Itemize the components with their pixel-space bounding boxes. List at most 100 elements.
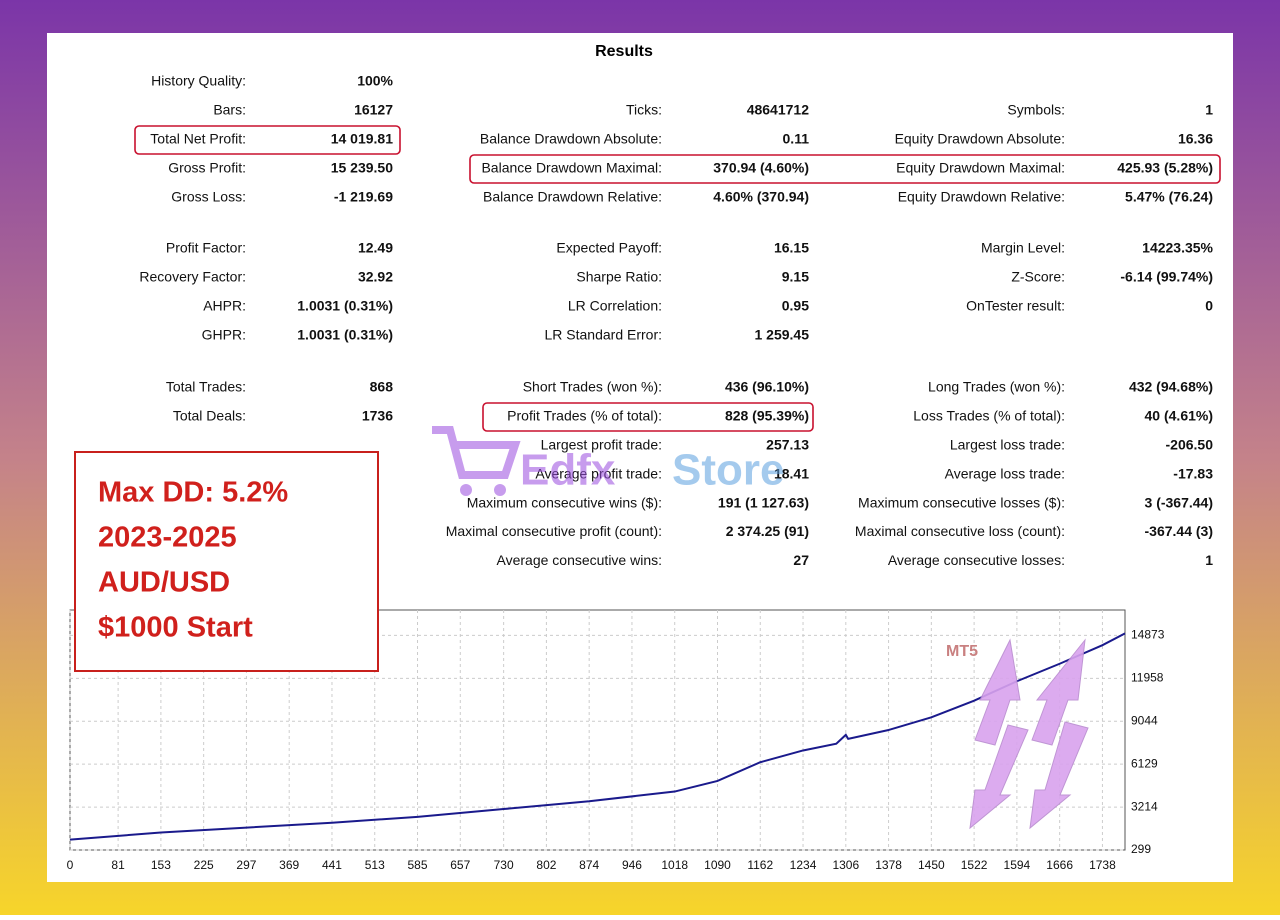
stat-label: Long Trades (won %):: [928, 379, 1065, 395]
stat-value: 100%: [357, 73, 393, 89]
stat-label: Total Deals:: [173, 408, 246, 424]
highlight-box: [482, 402, 814, 432]
platform-label: MT5: [946, 643, 978, 660]
stat-value: 0.11: [783, 131, 810, 147]
stat-value: 432 (94.68%): [1129, 379, 1213, 395]
results-title: Results: [595, 43, 653, 60]
stat-label: Gross Profit:: [168, 159, 246, 175]
stat-value: 1.0031 (0.31%): [297, 326, 393, 342]
stat-value: 32.92: [358, 269, 393, 285]
stat-label: Ticks:: [626, 102, 662, 118]
y-tick-label: 3214: [1131, 799, 1158, 813]
stat-value: 14 019.81: [331, 131, 393, 147]
cart-wheel: [494, 484, 506, 496]
x-tick-label: 297: [236, 858, 256, 872]
x-tick-label: 441: [322, 858, 342, 872]
stat-label: GHPR:: [202, 326, 246, 342]
stat-value: 0.95: [782, 298, 809, 314]
stat-value: -1 219.69: [334, 188, 393, 204]
stat-label: Profit Trades (% of total):: [507, 408, 662, 424]
stat-value: 4.60% (370.94): [713, 188, 809, 204]
stat-label: Profit Factor:: [166, 240, 246, 256]
highlights: [134, 125, 1221, 432]
stat-label: Symbols:: [1007, 102, 1065, 118]
x-tick-label: 1378: [875, 858, 902, 872]
stat-label: Recovery Factor:: [139, 269, 246, 285]
stat-value: 14223.35%: [1142, 240, 1213, 256]
stat-label: LR Standard Error:: [545, 326, 663, 342]
stat-value: 1: [1205, 102, 1213, 118]
stat-label: Maximal consecutive profit (count):: [446, 523, 662, 539]
stat-label: Short Trades (won %):: [523, 379, 662, 395]
stat-value: 1.0031 (0.31%): [297, 298, 393, 314]
stat-value: 257.13: [766, 437, 809, 453]
arrow: [974, 638, 1021, 746]
annotation-box: [74, 451, 379, 672]
stat-label: Gross Loss:: [171, 188, 246, 204]
stat-value: 48641712: [747, 102, 810, 118]
stat-value: 1 259.45: [755, 326, 810, 342]
stat-value: 12.49: [358, 240, 393, 256]
highlight-box: [469, 154, 1221, 184]
annotation-line: $1000 Start: [98, 612, 253, 644]
stat-value: -6.14 (99.74%): [1120, 269, 1213, 285]
x-tick-label: 225: [194, 858, 214, 872]
x-tick-label: 1090: [704, 858, 731, 872]
stat-value: 868: [370, 379, 394, 395]
stat-label: Equity Drawdown Relative:: [898, 188, 1065, 204]
stat-label: Equity Drawdown Maximal:: [896, 159, 1065, 175]
stat-value: -367.44 (3): [1145, 523, 1213, 539]
stat-value: 3 (-367.44): [1145, 494, 1213, 510]
stat-label: Average profit trade:: [535, 465, 662, 481]
annotation-line: AUD/USD: [98, 567, 230, 599]
stat-label: Total Trades:: [166, 379, 246, 395]
stat-value: 5.47% (76.24): [1125, 188, 1213, 204]
y-tick-label: 14873: [1131, 628, 1165, 642]
stat-label: Balance Drawdown Maximal:: [481, 159, 662, 175]
x-tick-label: 1306: [832, 858, 859, 872]
annotation-line: Max DD: 5.2%: [98, 477, 288, 509]
stat-value: 40 (4.61%): [1145, 408, 1213, 424]
stat-label: Maximum consecutive losses ($):: [858, 494, 1065, 510]
stat-value: 425.93 (5.28%): [1117, 159, 1213, 175]
annotation-line: 2023-2025: [98, 522, 237, 554]
stat-value: -17.83: [1173, 465, 1213, 481]
stat-value: 16.36: [1178, 131, 1213, 147]
y-tick-label: 299: [1131, 842, 1151, 856]
stat-value: 18.41: [774, 465, 809, 481]
arrow: [969, 724, 1029, 830]
stat-value: 15 239.50: [331, 159, 393, 175]
watermark-brand: Edfx: [520, 446, 616, 495]
stat-label: AHPR:: [203, 298, 246, 314]
y-tick-label: 11958: [1131, 671, 1164, 685]
x-tick-label: 1234: [790, 858, 817, 872]
cart-wheel: [460, 484, 472, 496]
stat-label: Largest loss trade:: [950, 437, 1065, 453]
stat-value: 1: [1205, 552, 1213, 568]
stat-value: -206.50: [1166, 437, 1214, 453]
x-tick-label: 946: [622, 858, 642, 872]
x-tick-label: 369: [279, 858, 299, 872]
stat-value: 27: [793, 552, 809, 568]
stat-value: 0: [1205, 298, 1213, 314]
stat-label: History Quality:: [151, 73, 246, 89]
stat-label: Average consecutive wins:: [497, 552, 663, 568]
stat-label: Maximal consecutive loss (count):: [855, 523, 1065, 539]
stat-value: 436 (96.10%): [725, 379, 809, 395]
x-tick-label: 1594: [1004, 858, 1031, 872]
cart-icon: [432, 426, 521, 479]
arrows: [969, 638, 1089, 830]
stat-label: Average loss trade:: [945, 465, 1065, 481]
y-tick-label: 6129: [1131, 756, 1158, 770]
x-tick-label: 802: [536, 858, 556, 872]
x-tick-label: 1450: [918, 858, 945, 872]
x-tick-label: 730: [494, 858, 514, 872]
stat-value: 2 374.25 (91): [726, 523, 809, 539]
stat-label: OnTester result:: [966, 298, 1065, 314]
stat-value: 370.94 (4.60%): [713, 159, 809, 175]
stat-value: 16.15: [774, 240, 809, 256]
x-tick-label: 1162: [747, 858, 773, 872]
stat-label: Z-Score:: [1011, 269, 1065, 285]
annotation: Max DD: 5.2% 2023-2025 AUD/USD $1000 Start: [98, 477, 288, 644]
